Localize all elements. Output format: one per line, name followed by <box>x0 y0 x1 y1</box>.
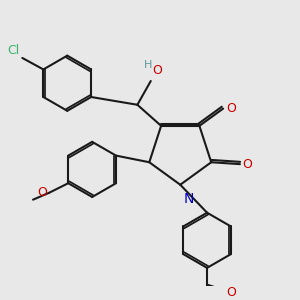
Text: O: O <box>226 102 236 115</box>
Text: N: N <box>183 192 194 206</box>
Text: O: O <box>37 186 47 199</box>
Text: O: O <box>243 158 253 171</box>
Text: H: H <box>144 60 152 70</box>
Text: Cl: Cl <box>7 44 19 57</box>
Text: O: O <box>152 64 162 77</box>
Text: O: O <box>226 286 236 299</box>
